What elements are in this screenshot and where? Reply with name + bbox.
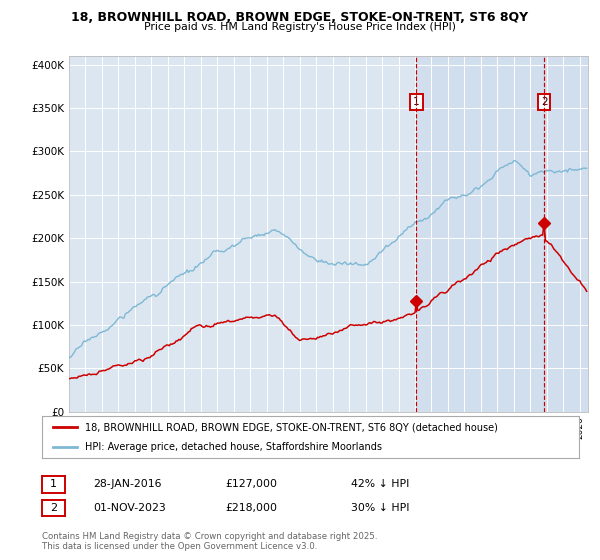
Text: 42% ↓ HPI: 42% ↓ HPI <box>351 479 409 489</box>
Text: HPI: Average price, detached house, Staffordshire Moorlands: HPI: Average price, detached house, Staf… <box>85 442 382 452</box>
Text: Contains HM Land Registry data © Crown copyright and database right 2025.
This d: Contains HM Land Registry data © Crown c… <box>42 532 377 552</box>
Text: 01-NOV-2023: 01-NOV-2023 <box>93 503 166 513</box>
Text: 2: 2 <box>50 503 57 513</box>
Text: 28-JAN-2016: 28-JAN-2016 <box>93 479 161 489</box>
Text: 1: 1 <box>50 479 57 489</box>
Text: 1: 1 <box>413 97 419 107</box>
Text: Price paid vs. HM Land Registry's House Price Index (HPI): Price paid vs. HM Land Registry's House … <box>144 22 456 32</box>
Text: 18, BROWNHILL ROAD, BROWN EDGE, STOKE-ON-TRENT, ST6 8QY: 18, BROWNHILL ROAD, BROWN EDGE, STOKE-ON… <box>71 11 529 24</box>
Bar <box>416 56 588 412</box>
Text: 30% ↓ HPI: 30% ↓ HPI <box>351 503 409 513</box>
Text: 18, BROWNHILL ROAD, BROWN EDGE, STOKE-ON-TRENT, ST6 8QY (detached house): 18, BROWNHILL ROAD, BROWN EDGE, STOKE-ON… <box>85 422 498 432</box>
Text: 2: 2 <box>541 97 547 107</box>
Text: £218,000: £218,000 <box>225 503 277 513</box>
Text: £127,000: £127,000 <box>225 479 277 489</box>
